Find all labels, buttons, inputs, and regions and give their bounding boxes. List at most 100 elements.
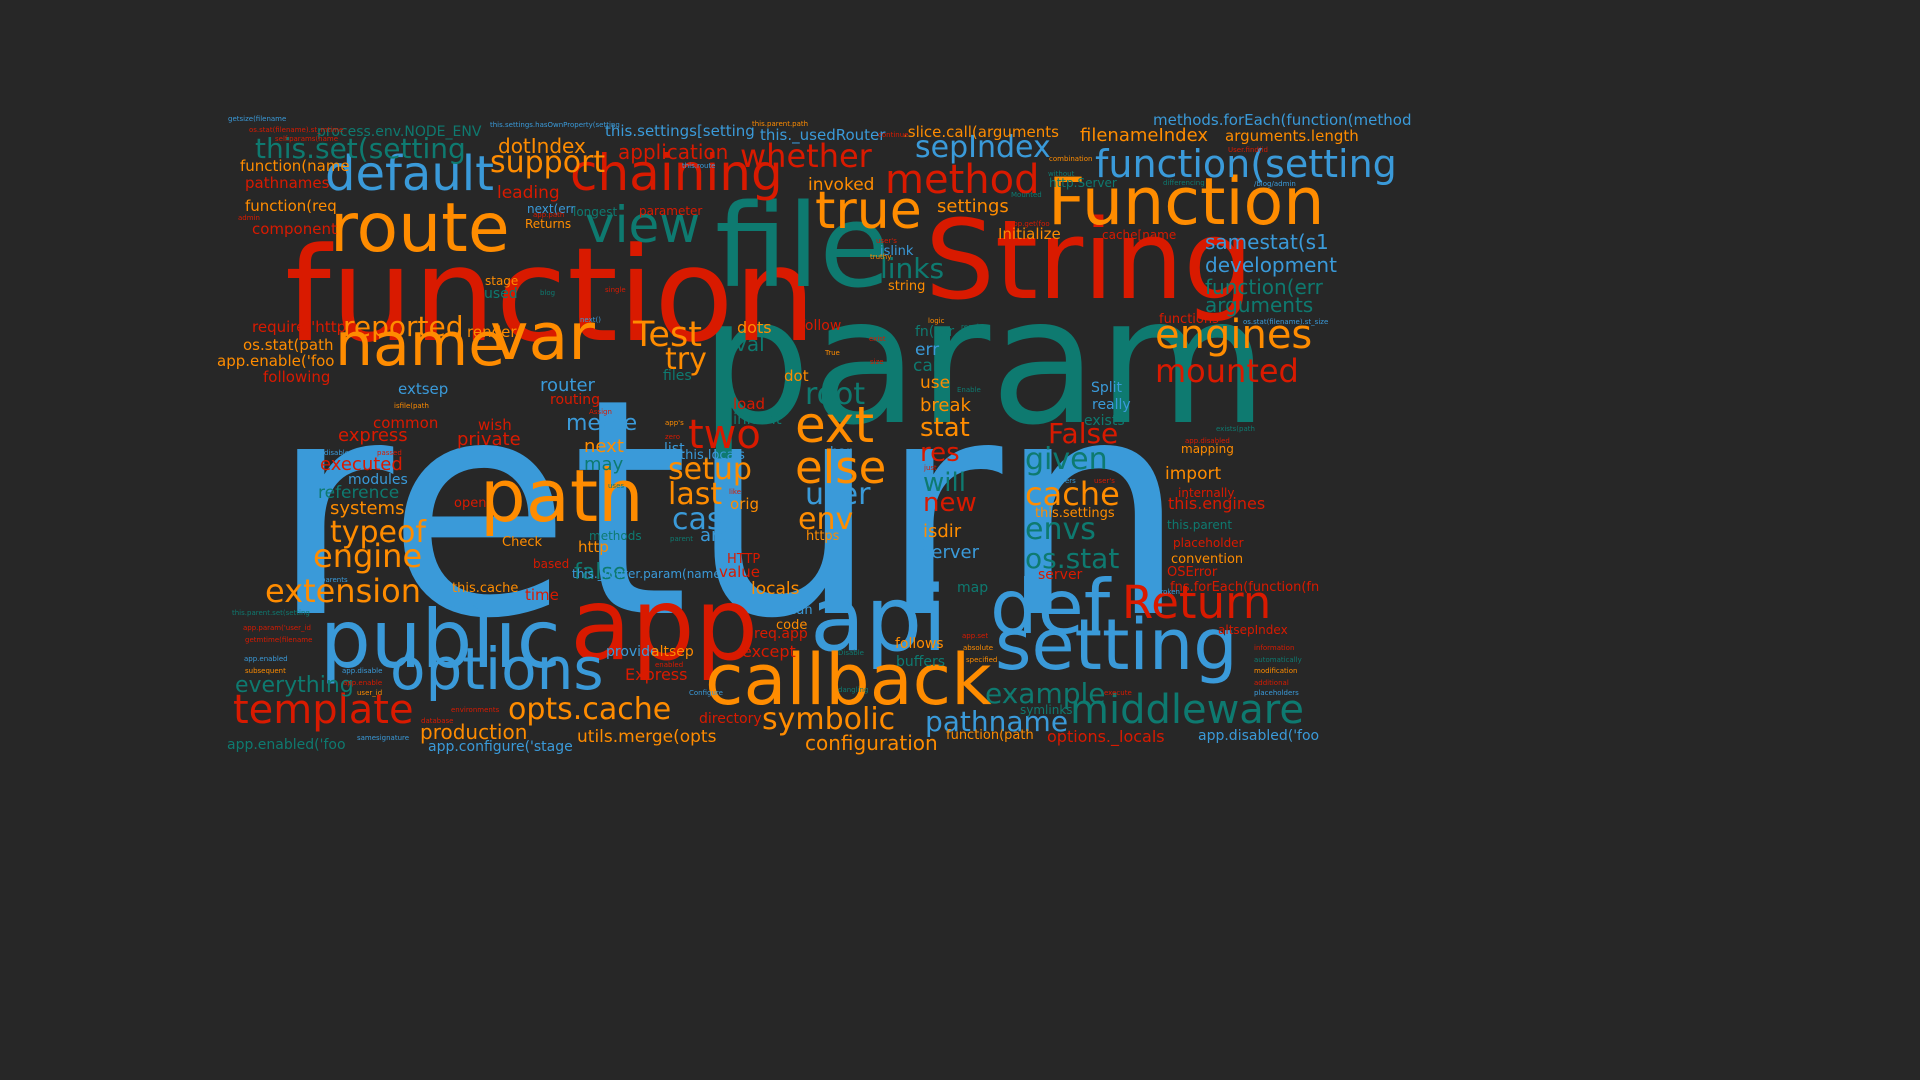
word-cloud-word: function(setting bbox=[1095, 142, 1397, 186]
word-cloud-word: setting bbox=[995, 604, 1238, 686]
word-cloud-word: use bbox=[920, 373, 951, 393]
word-cloud-word: specified bbox=[966, 656, 998, 664]
word-cloud-word: islink bbox=[880, 244, 914, 259]
word-cloud-word: mounted bbox=[1155, 352, 1299, 390]
word-cloud-word: template bbox=[233, 687, 414, 733]
word-cloud-word: component bbox=[252, 220, 337, 238]
word-cloud-word: wish bbox=[478, 416, 512, 434]
word-cloud-word: getmtime(filename bbox=[245, 636, 313, 644]
word-cloud-word: User.find(id bbox=[1228, 146, 1268, 154]
word-cloud-word: list bbox=[664, 441, 685, 457]
word-cloud-word: Disable bbox=[838, 649, 864, 657]
word-cloud-word: regular bbox=[961, 323, 987, 331]
word-cloud-word: configuration bbox=[805, 731, 938, 755]
word-cloud-word: this.route bbox=[682, 162, 716, 170]
word-cloud-word: production bbox=[420, 720, 528, 744]
word-cloud-word: Check bbox=[502, 535, 542, 550]
word-cloud-word: based bbox=[533, 557, 570, 571]
word-cloud-word: systems bbox=[330, 498, 405, 519]
word-cloud-word: chaining bbox=[570, 144, 783, 202]
word-cloud-word: .slice.call(arguments bbox=[903, 123, 1059, 141]
word-cloud-word: app.get(foo bbox=[1009, 220, 1050, 228]
word-cloud-word: typeof bbox=[330, 515, 426, 550]
word-cloud-word: string bbox=[888, 279, 926, 294]
word-cloud-word: user_id bbox=[357, 689, 383, 697]
word-cloud-word: routing bbox=[550, 392, 601, 408]
word-cloud-word: app.path bbox=[533, 211, 565, 219]
word-cloud-word: executed bbox=[320, 454, 403, 475]
word-cloud-word: isfile(path bbox=[394, 402, 429, 410]
word-cloud-word: def bbox=[990, 563, 1111, 651]
word-cloud-word: this.cache bbox=[452, 581, 519, 596]
word-cloud-word: api bbox=[810, 567, 948, 672]
word-cloud-word: app.disabled('foo bbox=[1198, 728, 1320, 744]
word-cloud-word: samesignature bbox=[357, 734, 410, 742]
word-cloud-word: continue bbox=[878, 131, 909, 139]
word-cloud-word: will bbox=[923, 468, 966, 498]
word-cloud-word: parents bbox=[321, 576, 348, 584]
word-cloud-word: https bbox=[806, 529, 840, 544]
word-cloud-word: root bbox=[805, 377, 866, 412]
word-cloud-word: whether bbox=[740, 137, 872, 175]
word-cloud-word: passed bbox=[377, 449, 402, 457]
word-cloud-word: True bbox=[825, 349, 840, 357]
word-cloud-word: fns.forEach(function(fn bbox=[1170, 580, 1320, 595]
word-cloud-word: development bbox=[1205, 253, 1337, 277]
word-cloud-word: function bbox=[285, 219, 817, 371]
word-cloud-word: options bbox=[390, 635, 604, 703]
word-cloud-word: uses bbox=[608, 482, 625, 490]
word-cloud-word: False bbox=[1048, 417, 1119, 450]
word-cloud-word: app.configure('stage bbox=[428, 739, 573, 755]
word-cloud-word: symlinks bbox=[1020, 703, 1073, 717]
word-cloud-word: next(err bbox=[527, 202, 576, 216]
word-cloud-word: Returns bbox=[525, 217, 572, 231]
word-cloud-word: environments bbox=[451, 706, 500, 714]
word-cloud-word: Test bbox=[633, 315, 702, 355]
word-cloud-word: extsep bbox=[398, 380, 449, 398]
word-cloud-word: this.set(setting bbox=[255, 132, 466, 165]
word-cloud-word: utils.merge(opts bbox=[577, 727, 717, 747]
word-cloud-word: render bbox=[467, 323, 517, 341]
word-cloud-word: two bbox=[688, 412, 761, 458]
word-cloud-word: this.parent bbox=[1167, 518, 1233, 532]
word-cloud-word: follows bbox=[895, 636, 944, 652]
word-cloud-word: callback bbox=[705, 639, 992, 721]
word-cloud-word: merge bbox=[566, 411, 638, 436]
word-cloud-word: files bbox=[663, 368, 692, 384]
word-cloud-word: size bbox=[870, 358, 884, 366]
word-cloud-word: links bbox=[880, 252, 945, 285]
word-cloud-word: zero bbox=[665, 433, 680, 441]
word-cloud-word: app.enable('foo bbox=[217, 352, 335, 370]
word-cloud-word: Express bbox=[625, 665, 688, 684]
word-cloud-word: support bbox=[490, 145, 606, 180]
word-cloud-word: really bbox=[1092, 397, 1131, 413]
word-cloud-word: buffers bbox=[896, 654, 946, 670]
word-cloud-word: opts.cache bbox=[508, 692, 672, 727]
word-cloud-word: mapping bbox=[1181, 442, 1234, 456]
word-cloud-word: placeholders bbox=[1254, 689, 1299, 697]
word-cloud-word: os.stat(filename).st_size bbox=[1243, 318, 1329, 326]
word-cloud-word: truthy bbox=[870, 253, 892, 261]
word-cloud-word: can bbox=[913, 356, 944, 376]
word-cloud-word: value bbox=[719, 563, 760, 581]
word-cloud-word: case bbox=[672, 502, 741, 537]
word-cloud-word: Return bbox=[1122, 576, 1272, 629]
word-cloud-word: pathname bbox=[925, 705, 1069, 738]
word-cloud-word: invoked bbox=[808, 175, 875, 195]
word-cloud-word: symbolic bbox=[762, 702, 896, 737]
word-cloud-word: app.enable bbox=[343, 679, 383, 687]
word-cloud-word: stage bbox=[485, 274, 519, 288]
word-cloud-word: envs bbox=[1025, 512, 1096, 547]
word-cloud-word: app.disable bbox=[342, 667, 383, 675]
word-cloud-word: isdir bbox=[923, 521, 962, 542]
word-cloud-word: args bbox=[700, 525, 739, 546]
word-cloud-word: last bbox=[668, 477, 723, 512]
word-cloud-word: Split bbox=[1091, 380, 1123, 396]
word-cloud-word: function(name bbox=[240, 157, 350, 175]
word-cloud-word: else bbox=[795, 441, 887, 494]
word-cloud-word: stat bbox=[920, 413, 970, 443]
word-cloud-word: time bbox=[525, 586, 559, 604]
word-cloud-word: logic bbox=[928, 317, 945, 325]
word-cloud-word: sepIndex bbox=[915, 130, 1051, 165]
word-cloud-word: enabled bbox=[655, 661, 684, 669]
